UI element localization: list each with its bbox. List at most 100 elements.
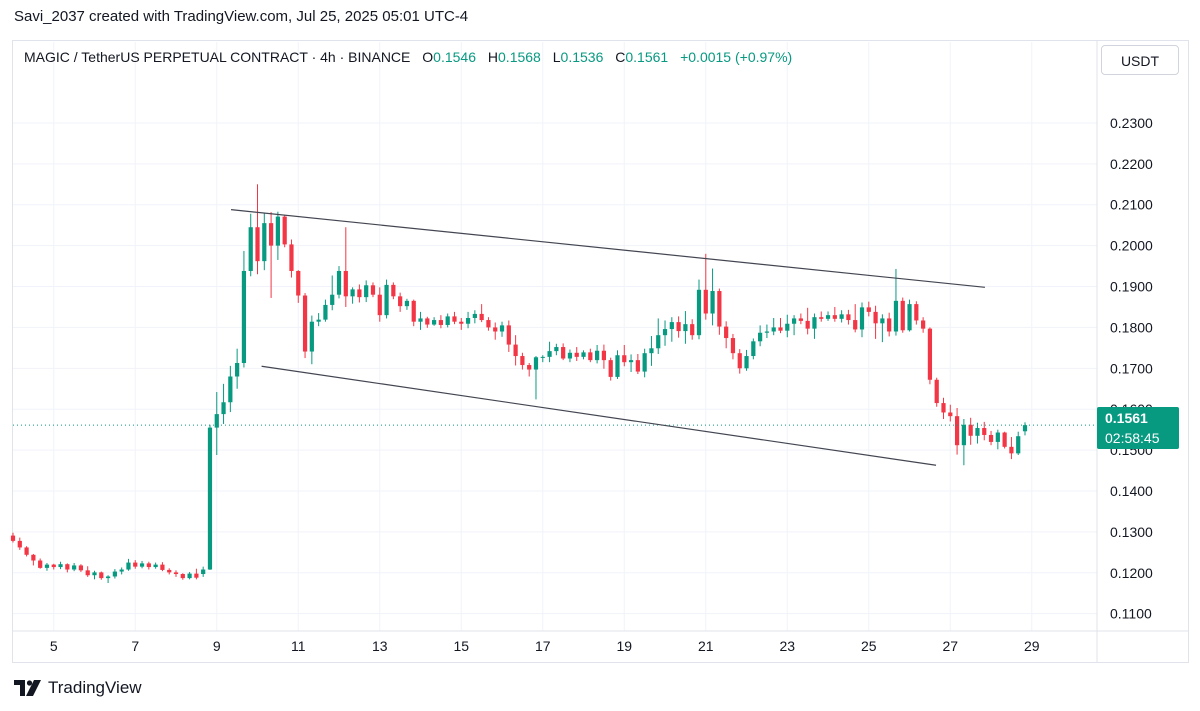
candle-body [1022,425,1028,432]
bar-countdown: 02:58:45 [1105,430,1160,446]
candle-body [146,563,151,568]
candle-body [167,569,172,573]
candle-body [805,320,810,329]
candle-body [662,329,668,336]
candle-body [72,565,77,570]
candle-body [370,285,376,295]
y-tick-label: 0.2100 [1110,197,1153,213]
candle-body [846,314,851,321]
x-tick-label: 25 [861,638,877,654]
candle-body [832,315,837,319]
y-tick-label: 0.1300 [1110,524,1153,540]
candle-body [139,563,145,567]
candle-body [948,412,953,417]
candle-body [574,352,579,357]
y-tick-label: 0.1200 [1110,565,1153,581]
candle-body [893,300,899,332]
y-tick-label: 0.1400 [1110,483,1153,499]
candle-body [934,379,939,404]
candle-body [465,318,471,324]
candle-body [649,348,654,354]
candle-body [561,347,566,359]
y-tick-label: 0.1900 [1110,279,1153,295]
trendlines [13,209,1097,466]
chart-frame [12,40,1189,663]
candle-body [988,434,994,442]
candle-body [275,216,280,246]
candle-body [751,341,756,357]
candle-body [982,428,987,435]
candle-body [31,554,36,561]
y-tick-label: 0.1700 [1110,360,1153,376]
tradingview-logo[interactable]: TradingView [14,678,142,698]
y-tick-label: 0.2200 [1110,156,1153,172]
candle-body [391,284,396,297]
candle-body [187,573,192,579]
candle-body [194,573,199,578]
candle-body [778,327,783,331]
candle-body [302,295,308,352]
candle-body [105,576,111,579]
candle-body [92,572,97,576]
x-tick-label: 9 [213,638,221,654]
candle-body [493,327,498,332]
candle-body [364,285,369,298]
candle-body [445,316,450,325]
candle-body [622,355,627,363]
candle-body [859,307,865,330]
candle-body [282,216,287,245]
candle-body [724,326,729,339]
candle-body [336,270,342,295]
candle-body [44,564,50,568]
candle-body [642,353,647,372]
candle-body [499,325,505,332]
candle-body [656,335,661,349]
candle-body [819,317,824,319]
last-price-label: 0.1561 02:58:45 [1097,407,1179,449]
candle-body [330,294,335,305]
chart-caption: Savi_2037 created with TradingView.com, … [14,8,469,25]
candle-body [248,227,253,271]
candle-body [51,564,56,568]
high-value: 0.1568 [498,49,541,65]
candle-body [547,351,552,357]
candle-body [513,344,518,357]
candle-body [635,360,640,372]
candle-body [418,318,423,322]
candle-body [710,291,715,314]
candle-body [764,331,770,333]
currency-button[interactable]: USDT [1101,45,1179,75]
candle-body [567,352,573,359]
candle-body [112,571,117,577]
axes: 0.11000.12000.13000.14000.15000.16000.17… [13,41,1188,662]
candle-body [173,572,179,575]
candle-body [771,327,776,332]
candle-body [533,357,539,370]
candle-body [853,320,858,330]
candle-body [255,227,260,262]
grid-lines [13,42,1097,631]
candle-body [221,402,226,415]
symbol-title: MAGIC / TetherUS PERPETUAL CONTRACT · 4h… [24,49,411,65]
candle-body [696,289,702,336]
candle-body [961,424,966,446]
low-value: 0.1536 [560,49,604,65]
y-tick-label: 0.1800 [1110,319,1153,335]
candle-body [411,300,416,322]
candle-body [398,296,403,307]
candle-body [126,562,131,570]
open-value: 0.1546 [433,49,476,65]
candle-body [785,323,790,331]
candle-body [17,540,22,548]
candle-body [201,569,206,575]
candle-body [452,316,457,322]
candle-body [921,320,926,329]
candle-body [262,223,267,262]
channel-trendline [261,365,937,466]
candle-body [758,332,763,342]
candle-body [744,356,749,369]
candle-body [1002,432,1007,447]
candle-body [927,328,933,380]
x-tick-label: 27 [943,638,959,654]
